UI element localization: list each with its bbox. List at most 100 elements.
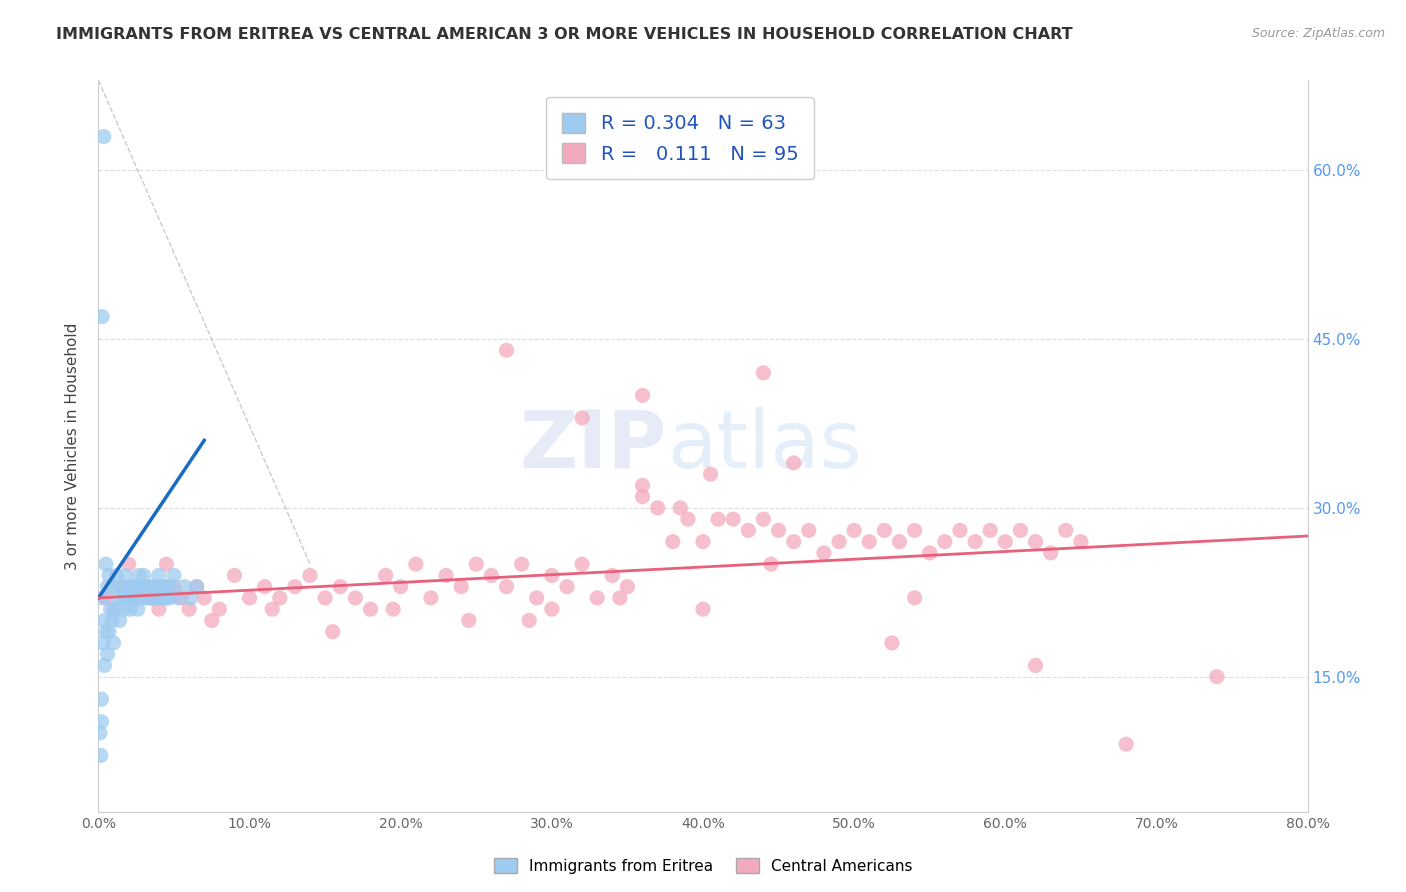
Point: [382, 602, 405, 616]
Point: [163, 580, 186, 594]
Point: [93, 614, 115, 628]
Point: [132, 568, 155, 582]
Point: [510, 557, 533, 571]
Legend: Immigrants from Eritrea, Central Americans: Immigrants from Eritrea, Central America…: [488, 852, 918, 880]
Point: [450, 580, 472, 594]
Text: Source: ZipAtlas.com: Source: ZipAtlas.com: [1251, 27, 1385, 40]
Point: [100, 602, 122, 616]
Point: [103, 580, 125, 594]
Point: [152, 591, 174, 605]
Point: [150, 580, 173, 594]
Point: [179, 602, 201, 616]
Point: [112, 602, 135, 616]
Point: [141, 591, 163, 605]
Point: [299, 568, 322, 582]
Point: [571, 557, 593, 571]
Point: [156, 580, 179, 594]
Point: [631, 490, 654, 504]
Point: [1039, 546, 1062, 560]
Point: [360, 602, 382, 616]
Point: [104, 602, 127, 616]
Point: [124, 591, 146, 605]
Point: [163, 568, 186, 582]
Point: [1010, 524, 1032, 538]
Point: [481, 568, 503, 582]
Point: [93, 129, 115, 144]
Point: [118, 580, 141, 594]
Point: [737, 524, 759, 538]
Point: [132, 580, 155, 594]
Point: [609, 591, 631, 605]
Point: [135, 580, 157, 594]
Point: [389, 580, 412, 594]
Point: [495, 343, 517, 358]
Point: [98, 568, 121, 582]
Point: [159, 591, 181, 605]
Point: [134, 591, 156, 605]
Point: [1115, 737, 1137, 751]
Point: [125, 591, 148, 605]
Point: [880, 636, 903, 650]
Point: [167, 591, 190, 605]
Text: ZIP: ZIP: [519, 407, 666, 485]
Point: [676, 512, 699, 526]
Point: [149, 591, 172, 605]
Point: [201, 614, 224, 628]
Point: [193, 591, 215, 605]
Point: [540, 602, 562, 616]
Point: [110, 580, 132, 594]
Point: [540, 568, 562, 582]
Point: [141, 591, 163, 605]
Point: [101, 614, 124, 628]
Point: [1024, 658, 1046, 673]
Point: [994, 534, 1017, 549]
Point: [186, 580, 208, 594]
Point: [131, 580, 153, 594]
Point: [768, 524, 790, 538]
Point: [571, 410, 593, 425]
Legend: R = 0.304   N = 63, R =   0.111   N = 95: R = 0.304 N = 63, R = 0.111 N = 95: [547, 97, 814, 179]
Point: [146, 580, 169, 594]
Point: [1206, 670, 1229, 684]
Point: [262, 602, 284, 616]
Point: [965, 534, 987, 549]
Point: [269, 591, 291, 605]
Point: [90, 748, 112, 763]
Point: [457, 614, 479, 628]
Point: [1054, 524, 1077, 538]
Point: [707, 512, 730, 526]
Point: [91, 310, 114, 324]
Point: [759, 557, 782, 571]
Point: [586, 591, 609, 605]
Point: [1024, 534, 1046, 549]
Point: [631, 388, 654, 402]
Point: [858, 534, 880, 549]
Point: [723, 512, 745, 526]
Text: atlas: atlas: [666, 407, 860, 485]
Point: [114, 568, 136, 582]
Point: [118, 557, 141, 571]
Point: [314, 591, 336, 605]
Point: [107, 591, 129, 605]
Point: [889, 534, 911, 549]
Point: [108, 614, 131, 628]
Point: [647, 500, 669, 515]
Point: [661, 534, 683, 549]
Point: [374, 568, 396, 582]
Point: [224, 568, 246, 582]
Point: [904, 524, 927, 538]
Point: [143, 580, 166, 594]
Point: [122, 591, 145, 605]
Point: [904, 591, 927, 605]
Point: [495, 580, 517, 594]
Point: [1070, 534, 1092, 549]
Point: [873, 524, 896, 538]
Point: [170, 591, 193, 605]
Point: [94, 557, 117, 571]
Point: [602, 568, 624, 582]
Point: [94, 624, 117, 639]
Point: [465, 557, 488, 571]
Point: [96, 647, 118, 661]
Point: [526, 591, 548, 605]
Point: [153, 580, 176, 594]
